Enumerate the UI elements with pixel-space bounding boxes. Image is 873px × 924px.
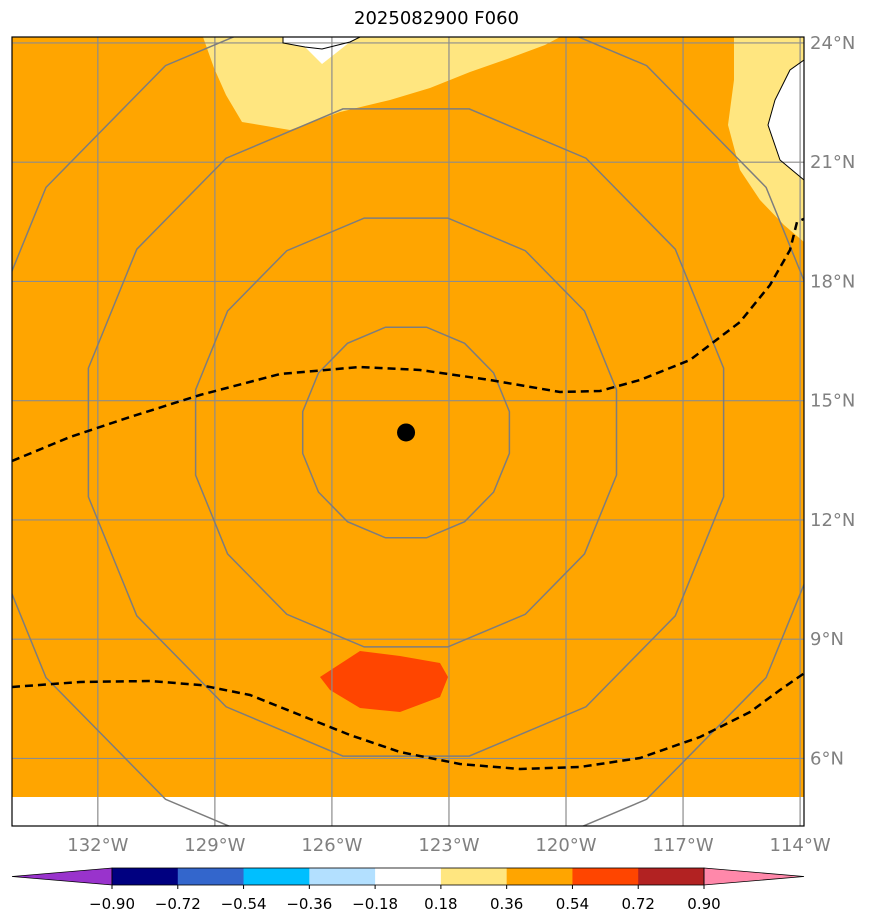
lon-label: 129°W <box>184 835 245 856</box>
colorbar-segment <box>638 868 705 885</box>
range-circles <box>12 37 804 826</box>
lat-label: 6°N <box>810 748 844 769</box>
no-data-strip <box>12 797 804 826</box>
colorbar-tick-label: 0.18 <box>424 895 457 913</box>
coastline-north <box>282 37 361 50</box>
colorbar-tick-label: 0.72 <box>622 895 655 913</box>
lat-label: 18°N <box>810 271 855 292</box>
lat-label: 24°N <box>810 33 855 54</box>
colorbar-extend-high <box>703 867 805 886</box>
latitude-labels: 24°N 21°N 18°N 15°N 12°N 9°N 6°N <box>810 33 855 769</box>
range-circle <box>12 37 804 826</box>
colorbar-segment <box>309 868 376 885</box>
colorbar-tick-labels: −0.90 −0.72 −0.54 −0.36 −0.18 0.18 0.36 0.54 0.7… <box>89 885 721 913</box>
dashed-contour-north <box>12 217 804 463</box>
colorbar-frame <box>111 867 705 886</box>
storm-center-marker <box>397 423 416 442</box>
colorbar-tick-label: −0.72 <box>155 895 201 913</box>
coastline-northeast <box>767 59 804 181</box>
field-white-patch-north <box>283 37 360 64</box>
colorbar-segment <box>440 868 508 885</box>
colorbar-segment <box>375 868 442 885</box>
colorbar-segment <box>572 868 639 885</box>
range-circle <box>301 326 511 539</box>
colorbar-tick-label: −0.36 <box>286 895 332 913</box>
colorbar-tick-label: −0.18 <box>352 895 398 913</box>
colorbar-tick-label: 0.90 <box>687 895 720 913</box>
colorbar-segment <box>177 868 245 885</box>
colorbar-segment <box>112 868 179 885</box>
lon-label: 123°W <box>418 835 479 856</box>
field-yellow-region-north <box>203 37 560 130</box>
colorbar-extend-low <box>11 867 113 886</box>
colorbar-tick-label: 0.54 <box>556 895 589 913</box>
graticule <box>12 37 804 826</box>
field-red-patch-south <box>320 651 448 712</box>
lon-label: 120°W <box>535 835 596 856</box>
lon-label: 114°W <box>770 835 831 856</box>
lat-label: 15°N <box>810 391 855 412</box>
map-title: 2025082900 F060 <box>354 8 519 29</box>
lon-label: 117°W <box>652 835 713 856</box>
colorbar-segment <box>506 868 573 885</box>
colorbar-tick-label: −0.90 <box>89 895 135 913</box>
longitude-labels: 132°W 129°W 126°W 123°W 120°W 117°W 114°W <box>67 835 831 856</box>
colorbar <box>11 867 805 886</box>
colorbar-segment <box>243 868 310 885</box>
lon-label: 126°W <box>301 835 362 856</box>
map-frame <box>11 36 805 827</box>
range-circle <box>194 217 618 648</box>
range-circle <box>87 108 725 757</box>
lat-label: 9°N <box>810 629 844 650</box>
lat-label: 21°N <box>810 152 855 173</box>
map-plot-area <box>12 37 804 826</box>
colorbar-tick-label: −0.54 <box>221 895 267 913</box>
lat-label: 12°N <box>810 510 855 531</box>
colorbar-tick-label: 0.36 <box>490 895 523 913</box>
lon-label: 132°W <box>67 835 128 856</box>
dashed-contour-south <box>12 671 804 771</box>
